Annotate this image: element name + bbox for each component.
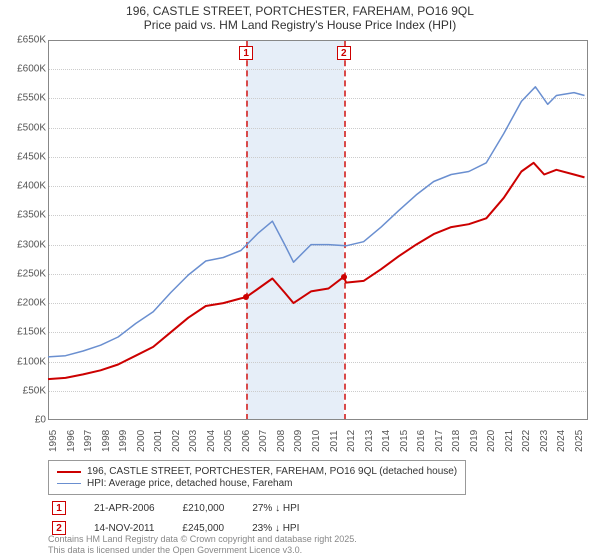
y-tick-label: £50K bbox=[0, 385, 46, 396]
chart-sale-marker: 1 bbox=[239, 46, 253, 60]
x-tick-label: 2021 bbox=[504, 430, 515, 452]
sale-marker-1: 1 bbox=[52, 501, 66, 515]
sale-marker-2: 2 bbox=[52, 521, 66, 535]
x-tick-label: 2009 bbox=[293, 430, 304, 452]
legend-row-hpi: HPI: Average price, detached house, Fare… bbox=[57, 478, 457, 489]
sale-date-2: 14-NOV-2011 bbox=[94, 523, 154, 534]
x-tick-label: 2012 bbox=[346, 430, 357, 452]
x-tick-label: 2016 bbox=[416, 430, 427, 452]
y-tick-label: £500K bbox=[0, 122, 46, 133]
x-tick-label: 1999 bbox=[118, 430, 129, 452]
y-tick-label: £650K bbox=[0, 35, 46, 46]
x-tick-label: 2004 bbox=[206, 430, 217, 452]
x-tick-label: 2000 bbox=[136, 430, 147, 452]
x-tick-label: 2023 bbox=[539, 430, 550, 452]
chart-lines bbox=[48, 40, 588, 420]
x-tick-label: 1995 bbox=[48, 430, 59, 452]
x-tick-label: 1996 bbox=[66, 430, 77, 452]
x-tick-label: 2006 bbox=[241, 430, 252, 452]
x-tick-label: 2018 bbox=[451, 430, 462, 452]
x-tick-label: 2002 bbox=[171, 430, 182, 452]
x-tick-label: 2001 bbox=[153, 430, 164, 452]
x-tick-label: 2003 bbox=[188, 430, 199, 452]
x-tick-label: 2020 bbox=[486, 430, 497, 452]
y-tick-label: £550K bbox=[0, 93, 46, 104]
legend-swatch-hpi bbox=[57, 483, 81, 484]
x-tick-label: 2014 bbox=[381, 430, 392, 452]
legend-swatch-property bbox=[57, 471, 81, 473]
y-tick-label: £350K bbox=[0, 210, 46, 221]
x-tick-label: 1997 bbox=[83, 430, 94, 452]
legend-row-property: 196, CASTLE STREET, PORTCHESTER, FAREHAM… bbox=[57, 466, 457, 477]
y-tick-label: £400K bbox=[0, 181, 46, 192]
x-tick-label: 2019 bbox=[469, 430, 480, 452]
x-tick-label: 2024 bbox=[556, 430, 567, 452]
y-tick-label: £0 bbox=[0, 415, 46, 426]
sale-delta-1: 27% ↓ HPI bbox=[252, 503, 299, 514]
x-tick-label: 2022 bbox=[521, 430, 532, 452]
y-tick-label: £150K bbox=[0, 327, 46, 338]
x-tick-label: 2017 bbox=[434, 430, 445, 452]
chart-sale-marker: 2 bbox=[337, 46, 351, 60]
sale-price-2: £245,000 bbox=[182, 523, 224, 534]
legend-box: 196, CASTLE STREET, PORTCHESTER, FAREHAM… bbox=[48, 460, 466, 495]
y-tick-label: £250K bbox=[0, 268, 46, 279]
legend-label-property: 196, CASTLE STREET, PORTCHESTER, FAREHAM… bbox=[87, 466, 457, 477]
footer-line2: This data is licensed under the Open Gov… bbox=[48, 545, 357, 556]
x-tick-label: 1998 bbox=[101, 430, 112, 452]
y-tick-label: £200K bbox=[0, 298, 46, 309]
title-subtitle: Price paid vs. HM Land Registry's House … bbox=[0, 18, 600, 32]
legend-label-hpi: HPI: Average price, detached house, Fare… bbox=[87, 478, 293, 489]
sale-row-2: 2 14-NOV-2011 £245,000 23% ↓ HPI bbox=[52, 521, 588, 535]
x-tick-label: 2005 bbox=[223, 430, 234, 452]
sale-delta-2: 23% ↓ HPI bbox=[252, 523, 299, 534]
sale-date-1: 21-APR-2006 bbox=[94, 503, 155, 514]
x-tick-label: 2025 bbox=[574, 430, 585, 452]
sale-price-1: £210,000 bbox=[183, 503, 225, 514]
x-tick-label: 2010 bbox=[311, 430, 322, 452]
footer-attribution: Contains HM Land Registry data © Crown c… bbox=[48, 534, 357, 556]
x-tick-label: 2013 bbox=[364, 430, 375, 452]
y-tick-label: £450K bbox=[0, 151, 46, 162]
x-tick-label: 2007 bbox=[258, 430, 269, 452]
legend-and-sales: 196, CASTLE STREET, PORTCHESTER, FAREHAM… bbox=[48, 460, 588, 535]
footer-line1: Contains HM Land Registry data © Crown c… bbox=[48, 534, 357, 545]
title-address: 196, CASTLE STREET, PORTCHESTER, FAREHAM… bbox=[0, 4, 600, 18]
x-tick-label: 2008 bbox=[276, 430, 287, 452]
sale-row-1: 1 21-APR-2006 £210,000 27% ↓ HPI bbox=[52, 501, 588, 515]
y-tick-label: £600K bbox=[0, 64, 46, 75]
x-tick-label: 2015 bbox=[399, 430, 410, 452]
y-tick-label: £100K bbox=[0, 356, 46, 367]
x-tick-label: 2011 bbox=[329, 430, 340, 452]
y-tick-label: £300K bbox=[0, 239, 46, 250]
chart-title: 196, CASTLE STREET, PORTCHESTER, FAREHAM… bbox=[0, 0, 600, 34]
